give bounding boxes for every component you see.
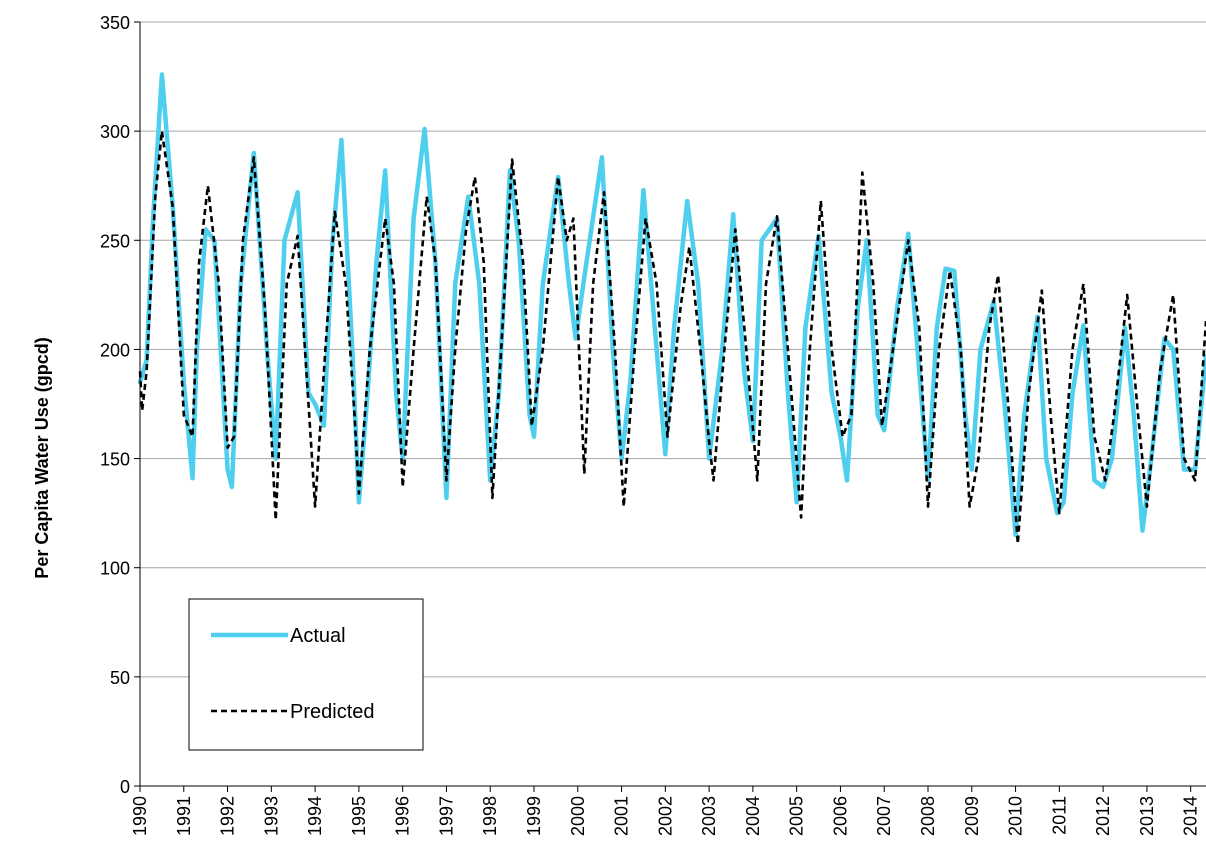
axes xyxy=(139,22,1206,792)
legend-label-predicted: Predicted xyxy=(290,701,375,723)
x-tick-label-2000: 2000 xyxy=(568,796,588,836)
legend: Actual Predicted xyxy=(188,598,424,751)
x-tick-labels: 1990 1991 1992 1993 1994 1995 1996 1997 1998 1999… xyxy=(130,796,1201,836)
x-tick-label-1994: 1994 xyxy=(305,796,325,836)
x-tick-label-2007: 2007 xyxy=(874,796,894,836)
y-tick-label-0: 0 xyxy=(120,777,130,797)
y-tick-labels: 0 50 100 150 200 250 300 350 xyxy=(100,13,130,797)
x-tick-label-1997: 1997 xyxy=(436,796,456,836)
x-tick-label-2002: 2002 xyxy=(655,796,675,836)
x-tick-label-1992: 1992 xyxy=(218,796,238,836)
x-tick-label-2011: 2011 xyxy=(1049,796,1069,835)
x-tick-label-2009: 2009 xyxy=(962,796,982,836)
x-tick-label-2005: 2005 xyxy=(787,796,807,836)
y-tick-label-150: 150 xyxy=(100,450,130,470)
x-tick-label-2013: 2013 xyxy=(1137,796,1157,836)
y-tick-label-50: 50 xyxy=(110,668,130,688)
x-tick-label-1990: 1990 xyxy=(130,796,150,836)
x-tick-label-2001: 2001 xyxy=(612,796,632,836)
x-tick-label-1991: 1991 xyxy=(174,796,194,836)
x-tick-label-2014: 2014 xyxy=(1181,796,1201,836)
legend-box xyxy=(188,598,424,751)
x-tick-label-1993: 1993 xyxy=(261,796,281,836)
x-tick-label-2003: 2003 xyxy=(699,796,719,836)
x-tick-label-2006: 2006 xyxy=(830,796,850,836)
x-tick-label-1998: 1998 xyxy=(480,796,500,836)
x-tick-label-2010: 2010 xyxy=(1006,796,1026,836)
series-lines xyxy=(137,72,1206,545)
x-tick-label-2004: 2004 xyxy=(743,796,763,836)
y-tick-label-300: 300 xyxy=(100,122,130,142)
series-line-predicted xyxy=(138,129,1206,545)
y-tick-label-100: 100 xyxy=(100,559,130,579)
series-line-actual xyxy=(137,72,1206,538)
y-axis-title: Per Capita Water Use (gpcd) xyxy=(32,337,52,578)
x-tick-label-2012: 2012 xyxy=(1093,796,1113,836)
x-tick-label-1995: 1995 xyxy=(349,796,369,836)
legend-label-actual: Actual xyxy=(290,625,346,647)
x-tick-label-1999: 1999 xyxy=(524,796,544,836)
x-tick-label-1996: 1996 xyxy=(393,796,413,836)
y-tick-label-200: 200 xyxy=(100,340,130,360)
x-tick-label-2008: 2008 xyxy=(918,796,938,836)
y-tick-label-250: 250 xyxy=(100,231,130,251)
y-tick-label-350: 350 xyxy=(100,13,130,33)
